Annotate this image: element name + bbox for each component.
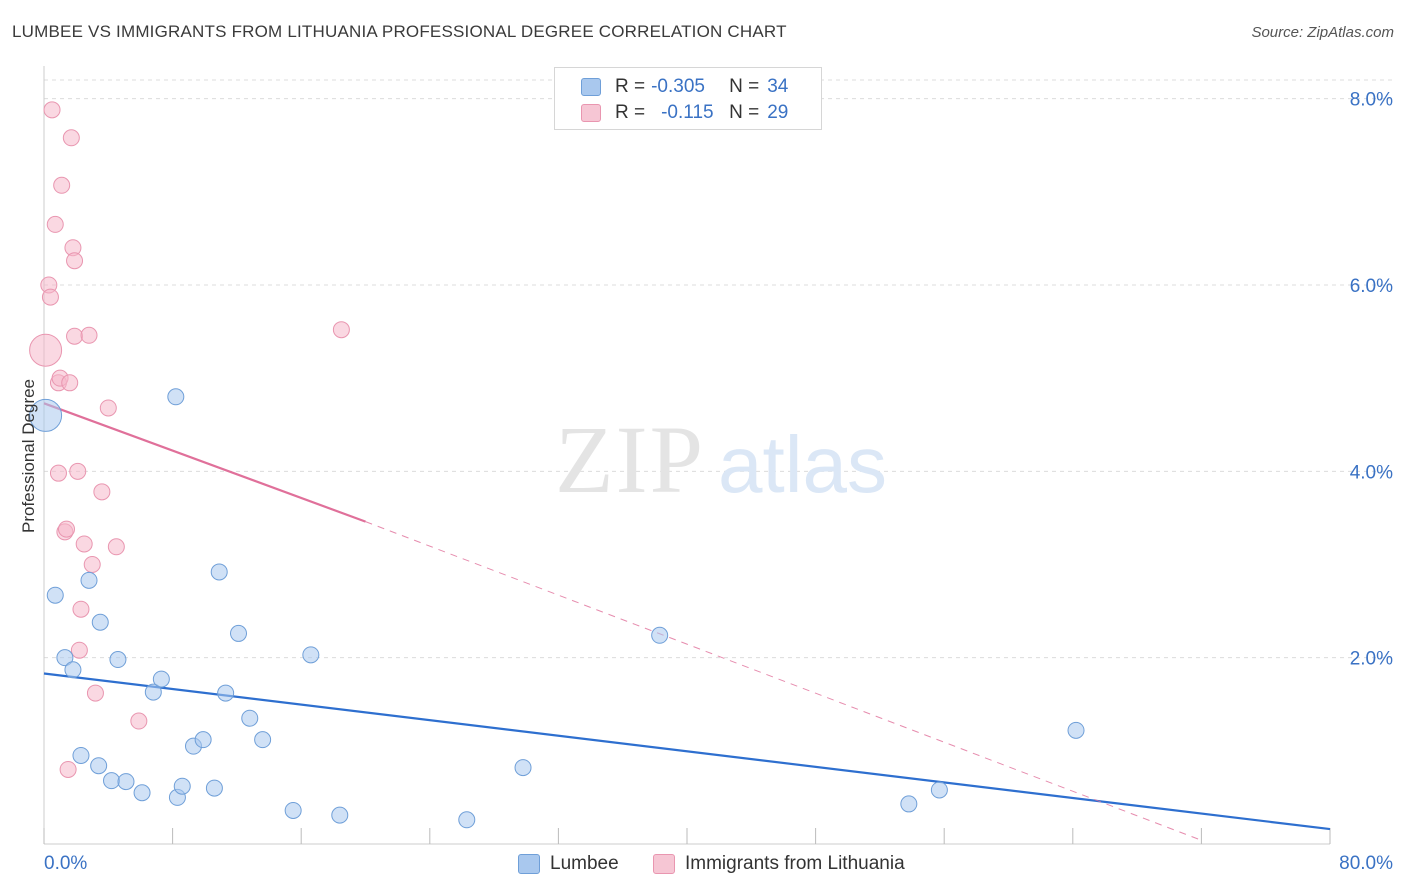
x-tick-label: 0.0% <box>44 853 87 874</box>
n-label: N = <box>729 76 760 97</box>
lithuania-point <box>41 288 59 306</box>
lithuania-point <box>46 215 64 233</box>
lithuania-legend-swatch <box>653 854 675 874</box>
lithuania-point <box>69 462 87 480</box>
legend-row-lithuania: R = -0.115 N = 29 <box>581 100 788 126</box>
lithuania-point <box>43 101 61 119</box>
lumbee-point <box>167 388 185 406</box>
x-tick-label: 80.0% <box>1339 853 1393 874</box>
lithuania-point <box>49 464 67 482</box>
lithuania-swatch <box>581 104 601 122</box>
series-legend-lithuania: Immigrants from Lithuania <box>653 852 905 876</box>
lumbee-point <box>331 806 349 824</box>
lumbee-point <box>230 624 248 642</box>
r-value: -0.305 <box>651 76 705 97</box>
lumbee-point <box>254 731 272 749</box>
lumbee-point <box>152 670 170 688</box>
y-axis-title: Professional Degree <box>19 379 38 533</box>
grid-lines <box>44 79 1392 659</box>
watermark-zip: ZIP <box>555 406 705 513</box>
lumbee-point <box>144 683 162 701</box>
lumbee-point <box>103 772 121 790</box>
watermark-atlas: atlas <box>718 420 887 509</box>
r-label: R = <box>615 102 646 123</box>
lumbee-point <box>302 646 320 664</box>
lumbee-point <box>46 586 64 604</box>
lithuania-point <box>53 176 71 194</box>
lumbee-point <box>133 784 151 802</box>
lithuania-point <box>70 641 88 659</box>
lumbee-point <box>930 781 948 799</box>
watermark: ZIP atlas <box>555 406 887 513</box>
lumbee-point <box>241 709 259 727</box>
lumbee-point <box>1067 721 1085 739</box>
lithuania-point <box>107 538 125 556</box>
lithuania-point <box>59 760 77 778</box>
lumbee-point <box>205 779 223 797</box>
lumbee-legend-label: Lumbee <box>550 853 619 874</box>
lithuania-trend-line <box>43 402 366 523</box>
lumbee-point <box>217 684 235 702</box>
y-tick-label: 8.0% <box>1350 90 1393 111</box>
trend-lines <box>43 402 1331 841</box>
n-label: N = <box>729 102 760 123</box>
lithuania-point <box>86 684 104 702</box>
chart-title: LUMBEE VS IMMIGRANTS FROM LITHUANIA PROF… <box>12 22 787 41</box>
lumbee-trend-line <box>43 672 1331 831</box>
lithuania-point <box>66 327 84 345</box>
lithuania-point <box>62 129 80 147</box>
n-value: 34 <box>767 76 789 97</box>
lithuania-point <box>332 321 350 339</box>
data-points <box>29 101 1085 829</box>
lithuania-trend-extension <box>365 521 1202 841</box>
y-tick-label: 4.0% <box>1350 462 1393 483</box>
r-label: R = <box>615 76 646 97</box>
lumbee-point <box>900 795 918 813</box>
lithuania-point <box>66 252 84 270</box>
axes: 2.0% 4.0% 6.0% 8.0% 0.0% 80.0% <box>43 66 1393 874</box>
lithuania-point <box>75 535 93 553</box>
lithuania-point <box>130 712 148 730</box>
lumbee-legend-swatch <box>518 854 540 874</box>
lithuania-point <box>93 483 111 501</box>
lumbee-point <box>284 801 302 819</box>
y-tick-label: 6.0% <box>1350 276 1393 297</box>
lumbee-point <box>56 649 74 667</box>
lithuania-point <box>99 399 117 417</box>
lithuania-point <box>83 555 101 573</box>
lumbee-swatch <box>581 78 601 96</box>
lumbee-point <box>90 757 108 775</box>
y-tick-label: 2.0% <box>1350 649 1393 670</box>
lumbee-point <box>72 746 90 764</box>
lumbee-point <box>64 661 82 679</box>
lithuania-point <box>61 374 79 392</box>
lumbee-point <box>117 773 135 791</box>
lumbee-point <box>458 811 476 829</box>
source-credit: Source: ZipAtlas.com <box>1251 24 1394 41</box>
lumbee-point <box>29 398 63 432</box>
lithuania-point <box>29 333 63 367</box>
lumbee-point <box>210 563 228 581</box>
lumbee-point <box>91 613 109 631</box>
lumbee-point <box>173 777 191 795</box>
lithuania-legend-label: Immigrants from Lithuania <box>685 853 905 874</box>
lumbee-point <box>651 626 669 644</box>
lithuania-point <box>72 600 90 618</box>
lumbee-point <box>80 571 98 589</box>
lumbee-point <box>109 651 127 669</box>
r-value: -0.115 <box>661 102 714 123</box>
n-value: 29 <box>767 102 789 123</box>
lumbee-point <box>194 731 212 749</box>
lithuania-point <box>58 520 76 538</box>
stats-legend: R = -0.305 N = 34 R = -0.115 N = 29 <box>554 67 822 130</box>
lumbee-point <box>514 759 532 777</box>
lithuania-point <box>80 326 98 344</box>
legend-row-lumbee: R = -0.305 N = 34 <box>581 74 788 100</box>
series-legend-lumbee: Lumbee <box>518 852 619 876</box>
